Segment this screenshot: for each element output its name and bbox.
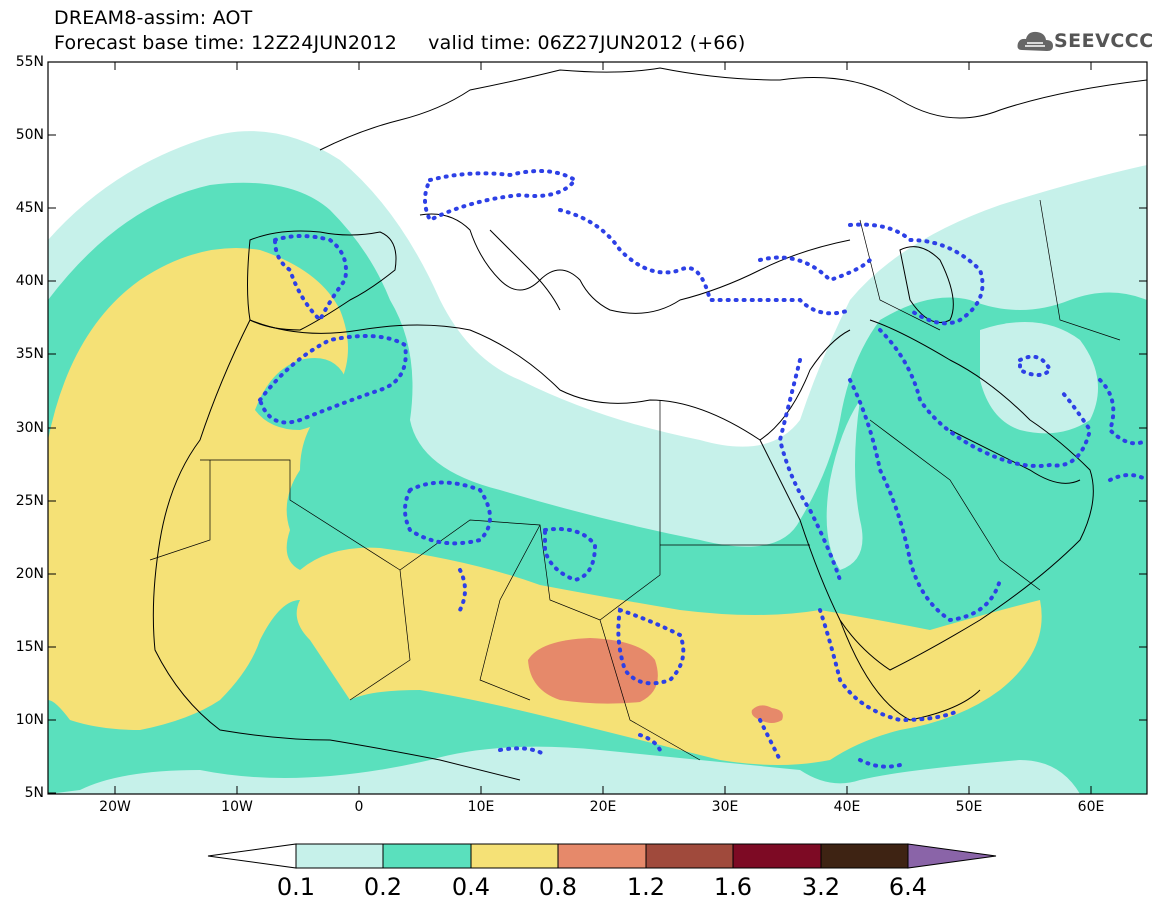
lat-label: 30N [15,420,44,436]
lon-label: 50E [955,799,983,815]
lon-label: 0 [354,799,364,815]
colorbar-segment-1.6-3.2 [732,843,822,869]
lat-label: 25N [15,493,44,509]
colorbar-label: 3.2 [801,873,841,901]
colorbar-segment-0.4-0.8 [470,843,559,869]
forecast-time-info: Forecast base time: 12Z24JUN2012 valid t… [54,32,746,54]
colorbar-segment-above-6.4 [907,843,997,869]
lat-label: 15N [15,639,44,655]
axis-ticks [48,61,1147,794]
lat-label: 40N [15,273,44,289]
lat-label: 20N [15,566,44,582]
lat-label: 5N [24,785,44,801]
lon-label: 40E [833,799,861,815]
colorbar [207,843,997,869]
aot-dotted-contours [257,169,1147,769]
colorbar-label: 6.4 [888,873,928,901]
lat-label: 35N [15,346,44,362]
aot-level-0.8 [528,638,658,704]
cloud-icon [1017,31,1053,51]
colorbar-segment-below-0.1 [207,843,297,869]
lon-label: 10E [467,799,495,815]
colorbar-segment-0.1-0.2 [295,843,384,869]
country-borders [149,199,1121,761]
lon-label: 20W [99,799,131,815]
colorbar-label: 0.4 [451,873,491,901]
lat-label: 45N [15,200,44,216]
map-title: DREAM8-assim: AOT [54,7,253,29]
colorbar-label: 0.2 [363,873,403,901]
lon-label: 60E [1077,799,1105,815]
coastlines [152,67,1147,781]
logo-text: SEEVCCC [1054,30,1154,52]
colorbar-label: 0.8 [538,873,578,901]
colorbar-segment-3.2-6.4 [820,843,909,869]
colorbar-label: 0.1 [276,873,316,901]
lon-label: 20E [589,799,617,815]
colorbar-segment-0.8-1.2 [557,843,647,869]
lat-label: 10N [15,712,44,728]
lon-label: 30E [711,799,739,815]
colorbar-label: 1.2 [626,873,666,901]
lat-label: 55N [15,54,44,70]
lat-label: 50N [15,127,44,143]
lon-label: 10W [221,799,253,815]
seevccc-logo: SEEVCCC [1016,26,1156,56]
colorbar-segment-0.2-0.4 [382,843,472,869]
colorbar-segment-1.2-1.6 [645,843,734,869]
colorbar-label: 1.6 [713,873,753,901]
